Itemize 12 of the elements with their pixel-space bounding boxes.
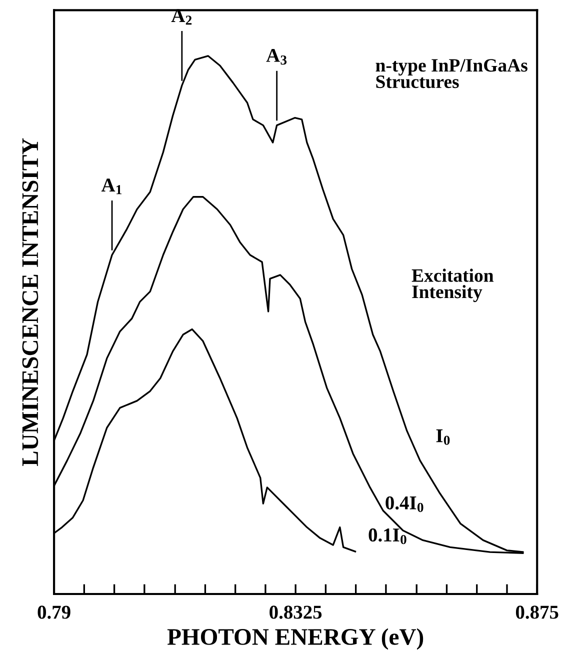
- series-label: I$_{0}$: [436, 429, 450, 445]
- x-tick-label: 0.8325: [270, 606, 322, 619]
- annotation: A$_{3}$: [266, 48, 287, 65]
- series-label: 0.4I$_{0}$: [386, 496, 424, 512]
- series-label: 0.1I$_{0}$: [368, 528, 406, 544]
- annotation: n-type InP/InGaAs Structures: [376, 59, 528, 88]
- x-tick-label: 0.875: [516, 606, 558, 619]
- annotation: A$_{1}$: [101, 178, 122, 194]
- x-axis-title: PHOTON ENERGY (eV): [167, 628, 424, 650]
- annotation: Excitation Intensity: [412, 268, 494, 302]
- y-axis-title: LUMINESCENCE INTENSITY: [22, 138, 38, 466]
- x-tick-label: 0.79: [38, 606, 70, 619]
